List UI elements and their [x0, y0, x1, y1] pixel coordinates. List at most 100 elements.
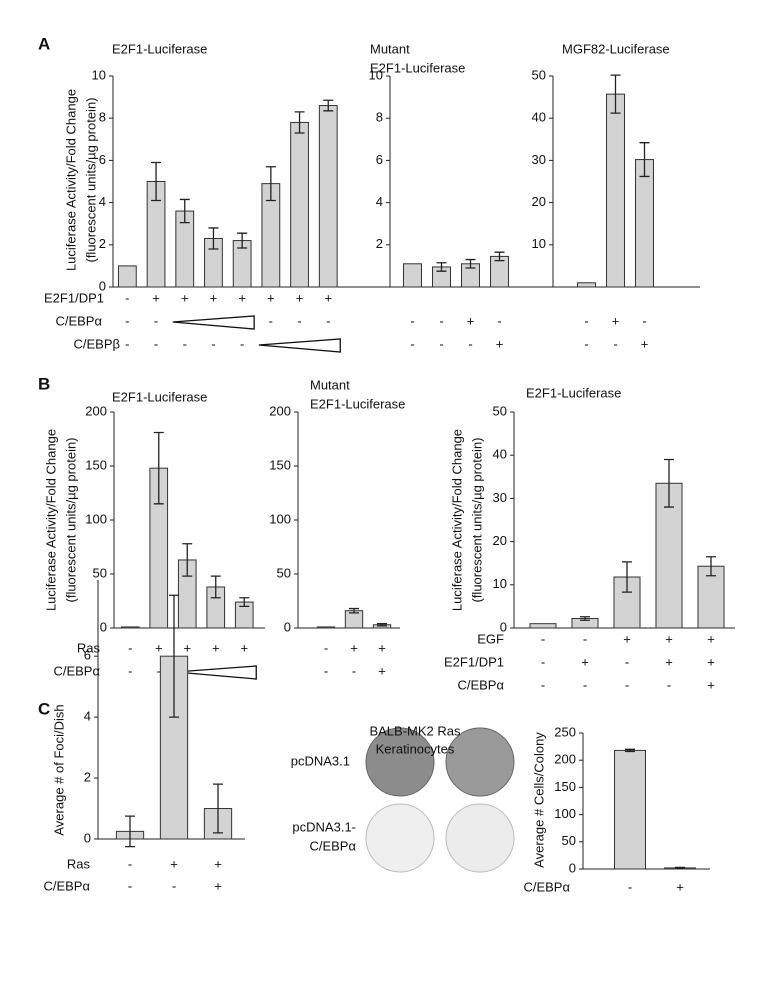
condition-sign: - — [628, 879, 632, 894]
condition-sign: - — [128, 640, 132, 655]
error-bar — [465, 258, 476, 269]
condition-sign: + — [214, 856, 222, 871]
row-label: C/EBPα — [53, 663, 100, 678]
chart-title: E2F1-Luciferase — [112, 389, 207, 404]
condition-sign: - — [128, 856, 132, 871]
condition-sign: + — [155, 640, 163, 655]
error-bar — [151, 161, 162, 202]
condition-sign: - — [583, 677, 587, 692]
condition-sign: + — [350, 640, 358, 655]
bar — [117, 265, 137, 288]
condition-sign: + — [581, 654, 589, 669]
error-bar — [436, 262, 447, 272]
condition-sign: + — [181, 290, 189, 305]
condition-sign: + — [665, 654, 673, 669]
error-bar — [294, 111, 305, 134]
bar — [529, 623, 557, 629]
y-tick-label: 0 — [284, 619, 291, 634]
y-tick-label: 200 — [85, 403, 107, 418]
bar — [606, 93, 625, 288]
condition-sign: - — [584, 336, 588, 351]
error-bar — [494, 251, 505, 262]
row-label: Ras — [77, 640, 101, 655]
y-tick-label: 10 — [369, 67, 383, 82]
row-label: C/EBPβ — [74, 336, 121, 351]
y-tick-label: 200 — [554, 752, 576, 767]
condition-sign: - — [497, 313, 501, 328]
bar — [318, 105, 338, 288]
dish-image — [365, 727, 435, 797]
condition-sign: + — [676, 879, 684, 894]
error-bar — [210, 575, 221, 599]
condition-sign: + — [707, 654, 715, 669]
row-label: pcDNA3.1- — [292, 819, 356, 834]
error-bar — [208, 227, 219, 250]
error-bar — [622, 561, 632, 593]
condition-sign: - — [439, 336, 443, 351]
y-tick-label: 8 — [99, 110, 106, 125]
condition-sign: + — [496, 336, 504, 351]
condition-sign: - — [128, 663, 132, 678]
condition-sign: - — [468, 336, 472, 351]
y-axis-label: Average # of Foci/Dish — [51, 704, 66, 835]
panel-letter: B — [38, 374, 50, 393]
error-bar — [625, 748, 635, 753]
condition-sign: - — [183, 336, 187, 351]
condition-sign: + — [214, 878, 222, 893]
y-axis-label: Luciferase Activity/Fold Change — [43, 429, 58, 611]
chart-title: Mutant — [310, 377, 350, 392]
condition-sign: - — [172, 878, 176, 893]
y-tick-label: 4 — [376, 194, 383, 209]
condition-sign: - — [583, 631, 587, 646]
y-tick-label: 2 — [84, 769, 91, 784]
condition-sign: + — [665, 631, 673, 646]
y-tick-label: 10 — [92, 67, 106, 82]
condition-sign: + — [238, 290, 246, 305]
y-tick-label: 150 — [554, 779, 576, 794]
y-axis-label: (fluorescent units/µg protein) — [469, 437, 484, 602]
y-tick-label: 50 — [277, 565, 291, 580]
error-bar — [153, 431, 164, 505]
condition-sign: + — [707, 677, 715, 692]
error-bar — [323, 99, 334, 112]
y-tick-label: 100 — [269, 511, 291, 526]
row-label: pcDNA3.1 — [291, 753, 350, 768]
condition-sign: + — [170, 856, 178, 871]
panel-letter: C — [38, 699, 50, 718]
condition-sign: - — [352, 663, 356, 678]
error-bar — [349, 607, 359, 614]
row-label: C/EBPα — [43, 878, 90, 893]
condition-sign: - — [613, 336, 617, 351]
condition-sign: - — [324, 640, 328, 655]
condition-sign: + — [612, 313, 620, 328]
bar — [614, 749, 646, 870]
gradient-triangle — [175, 665, 257, 680]
condition-sign: - — [541, 654, 545, 669]
y-tick-label: 30 — [532, 152, 546, 167]
y-tick-label: 6 — [84, 648, 91, 663]
chart-title: E2F1-Luciferase — [310, 396, 405, 411]
dish-image — [445, 803, 515, 873]
chart-title: E2F1-Luciferase — [526, 385, 621, 400]
row-label: E2F1/DP1 — [44, 290, 104, 305]
condition-sign: + — [240, 640, 248, 655]
y-axis-label: (fluorescent units/µg protein) — [63, 437, 78, 602]
condition-sign: - — [240, 336, 244, 351]
y-tick-label: 6 — [99, 152, 106, 167]
y-tick-label: 0 — [569, 860, 576, 875]
y-tick-label: 40 — [532, 110, 546, 125]
y-tick-label: 4 — [99, 194, 106, 209]
condition-sign: + — [183, 640, 191, 655]
error-bar — [377, 623, 387, 627]
condition-sign: + — [296, 290, 304, 305]
y-tick-label: 10 — [493, 576, 507, 591]
y-tick-label: 20 — [532, 194, 546, 209]
error-bar — [213, 783, 223, 834]
condition-sign: - — [269, 313, 273, 328]
y-tick-label: 0 — [84, 830, 91, 845]
error-bar — [639, 142, 650, 178]
bar — [316, 626, 336, 629]
condition-sign: - — [439, 313, 443, 328]
condition-sign: - — [541, 677, 545, 692]
error-bar — [239, 597, 250, 608]
